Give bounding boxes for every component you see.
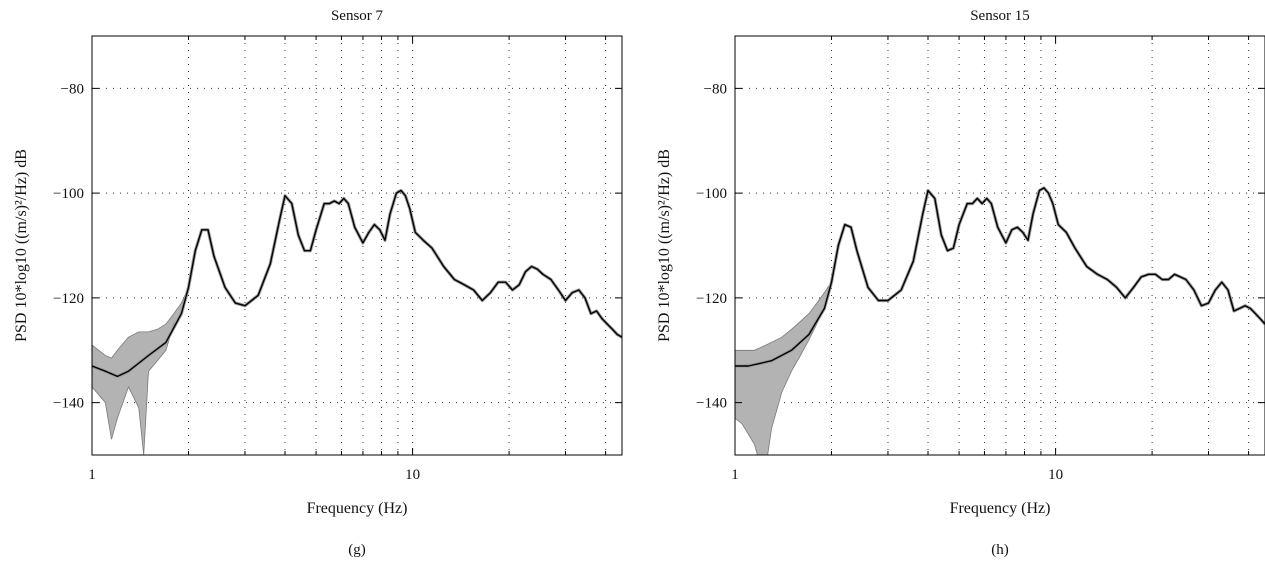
y-tick-label: −140 bbox=[53, 396, 84, 412]
x-ticks bbox=[734, 36, 1250, 455]
grid bbox=[92, 36, 622, 455]
chart-svg: 1 10 −140 −120 −100 −80 Sensor 7 Frequency (Hz)… bbox=[13, 8, 623, 558]
x-tick-label: 1 bbox=[88, 467, 96, 483]
confidence-band bbox=[735, 280, 832, 455]
y-tick-label: −80 bbox=[704, 81, 727, 97]
chart-svg: 1 10 −140 −120 −100 −80 Sensor 15 Frequency (Hz… bbox=[656, 8, 1265, 558]
y-tick-label: −120 bbox=[696, 291, 727, 307]
y-axis-label: PSD 10*log10 ((m/s)²/Hz) dB bbox=[656, 149, 673, 342]
chart-title: Sensor 15 bbox=[970, 8, 1030, 24]
subfigure-caption: (g) bbox=[348, 542, 366, 558]
y-tick-label: −100 bbox=[53, 186, 84, 202]
x-ticks bbox=[91, 36, 607, 455]
plot-frame bbox=[91, 35, 623, 456]
chart-panel-h: 1 10 −140 −120 −100 −80 Sensor 15 Frequency (Hz… bbox=[643, 0, 1265, 562]
psd-halo bbox=[92, 188, 622, 378]
y-tick-label: −120 bbox=[53, 291, 84, 307]
psd-line bbox=[735, 187, 1265, 367]
x-tick-label: 1 bbox=[731, 467, 739, 483]
x-axis-label: Frequency (Hz) bbox=[950, 500, 1051, 517]
grid bbox=[735, 36, 1265, 455]
y-axis-label: PSD 10*log10 ((m/s)²/Hz) dB bbox=[13, 149, 30, 342]
x-tick-label: 10 bbox=[1048, 467, 1063, 483]
psd-halo bbox=[735, 186, 1265, 368]
psd-line bbox=[92, 189, 622, 378]
chart-title: Sensor 7 bbox=[331, 8, 384, 24]
y-tick-label: −100 bbox=[696, 186, 727, 202]
y-tick-label: −80 bbox=[61, 81, 84, 97]
chart-panel-g: 1 10 −140 −120 −100 −80 Sensor 7 Frequency (Hz)… bbox=[0, 0, 632, 562]
x-tick-label: 10 bbox=[405, 467, 420, 483]
plot-frame bbox=[734, 35, 1265, 456]
x-axis-label: Frequency (Hz) bbox=[307, 500, 408, 517]
y-tick-label: −140 bbox=[696, 396, 727, 412]
subfigure-caption: (h) bbox=[991, 542, 1009, 558]
